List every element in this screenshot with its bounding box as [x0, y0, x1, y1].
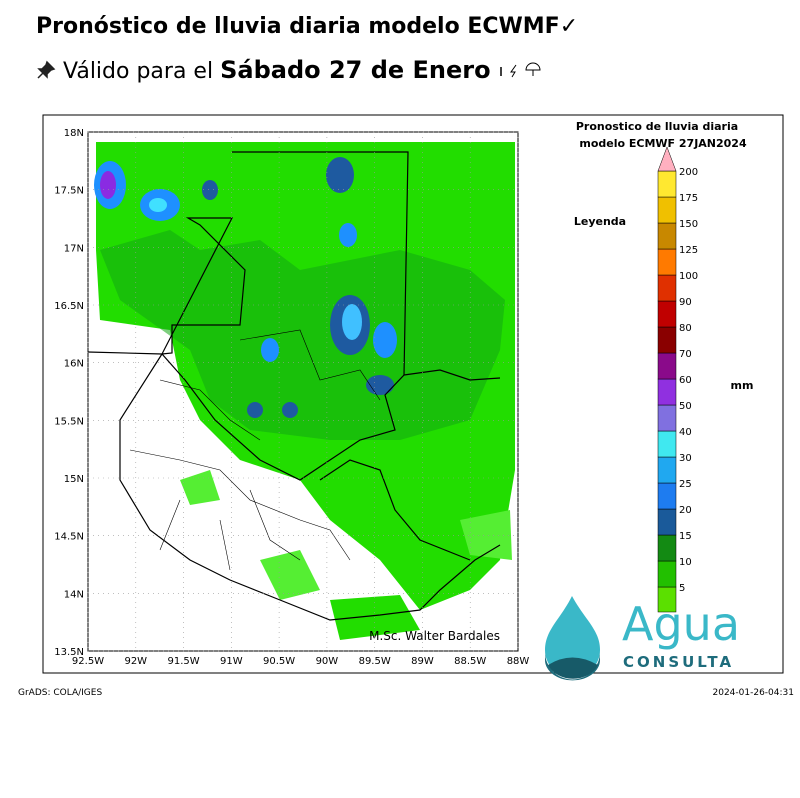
lat-label: 13.5N: [54, 647, 84, 658]
lat-label: 15.5N: [54, 416, 84, 427]
lon-label: 88W: [507, 656, 530, 667]
lon-label: 92.5W: [72, 656, 104, 667]
colorbar-segment: [657, 586, 677, 613]
lon-label: 91W: [220, 656, 243, 667]
lat-label: 16.5N: [54, 301, 84, 312]
colorbar-segment: [657, 560, 677, 588]
lat-label: 16N: [64, 359, 84, 370]
figure-frame: [42, 114, 784, 674]
legend-level: 60: [679, 375, 692, 386]
legend-level: 80: [679, 323, 692, 334]
legend-title-1: Pronostico de lluvia diaria: [576, 120, 738, 133]
legend-caption: Leyenda: [574, 215, 626, 228]
colorbar-segment: [657, 222, 677, 250]
subtitle-prefix: Válido para el: [63, 59, 214, 84]
colorbar-segment: [657, 300, 677, 328]
legend-level: 20: [679, 505, 692, 516]
lon-label: 90.5W: [263, 656, 295, 667]
lon-label: 92W: [124, 656, 147, 667]
borders: [88, 151, 501, 621]
colorbar-cap: [657, 146, 677, 172]
logo-name: Agua: [622, 597, 740, 651]
legend-level: 50: [679, 401, 692, 412]
legend-title-2: modelo ECMWF 27JAN2024: [579, 137, 747, 150]
lat-label: 17.5N: [54, 186, 84, 197]
colorbar-segment: [657, 196, 677, 224]
lon-label: 91.5W: [167, 656, 199, 667]
footer-left: GrADS: COLA/IGES: [18, 688, 103, 698]
legend-level: 10: [679, 557, 692, 568]
colorbar-segment: [657, 482, 677, 510]
lat-label: 15N: [64, 474, 84, 485]
lat-label: 18N: [64, 128, 84, 139]
title: Pronóstico de lluvia diaria modelo ECWMF…: [36, 14, 579, 39]
legend-level: 15: [679, 531, 692, 542]
colorbar-segment: [657, 248, 677, 276]
lat-label: 17N: [64, 243, 84, 254]
legend-level: 90: [679, 297, 692, 308]
logo: Agua CONSULTA: [545, 596, 740, 681]
colorbar-segment: [657, 170, 677, 198]
colorbar-segment: [657, 508, 677, 536]
legend-level: 100: [679, 271, 698, 282]
legend-level: 200: [679, 167, 698, 178]
legend-level: 30: [679, 453, 692, 464]
lat-label: 14.5N: [54, 532, 84, 543]
legend-level: 5: [679, 583, 685, 594]
pin-icon: [37, 60, 56, 79]
legend-level: 175: [679, 193, 698, 204]
colorbar-segment: [657, 430, 677, 458]
legend-level: 70: [679, 349, 692, 360]
lon-label: 89W: [411, 656, 434, 667]
departments: [129, 329, 381, 571]
credit: M.Sc. Walter Bardales: [369, 629, 500, 643]
colorbar-segment: [657, 456, 677, 484]
subtitle: Válido para el Sábado 27 de Enero: [36, 56, 544, 84]
lon-label: 88.5W: [454, 656, 486, 667]
rain-field: [94, 142, 515, 640]
colorbar-segment: [657, 326, 677, 354]
colorbar-segment: [657, 352, 677, 380]
legend-unit: mm: [731, 379, 754, 392]
lon-label: 90W: [316, 656, 339, 667]
lon-label: 89.5W: [359, 656, 391, 667]
colorbar-segment: [657, 378, 677, 406]
weather-icons: [499, 62, 541, 78]
logo-tagline: CONSULTA: [623, 653, 734, 671]
colorbar-segment: [657, 534, 677, 562]
subtitle-date: Sábado 27 de Enero: [220, 56, 491, 84]
legend-level: 40: [679, 427, 692, 438]
colorbar-segment: [657, 404, 677, 432]
legend-level: 125: [679, 245, 698, 256]
footer-right: 2024-01-26-04:31: [712, 688, 795, 698]
colorbar-segment: [657, 274, 677, 302]
legend-level: 150: [679, 219, 698, 230]
lat-label: 14N: [64, 589, 84, 600]
legend-level: 25: [679, 479, 692, 490]
